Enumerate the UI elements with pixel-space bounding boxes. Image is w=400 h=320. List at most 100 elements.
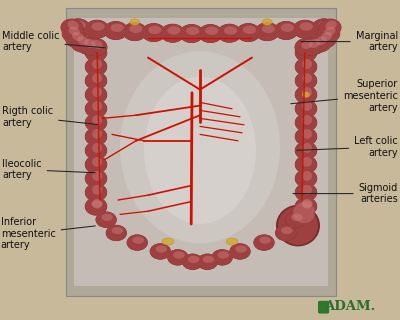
Ellipse shape	[92, 22, 105, 31]
Ellipse shape	[180, 24, 204, 43]
Ellipse shape	[314, 30, 337, 48]
Ellipse shape	[85, 85, 107, 104]
Ellipse shape	[295, 197, 317, 215]
Ellipse shape	[112, 227, 123, 234]
Ellipse shape	[295, 114, 317, 132]
Ellipse shape	[295, 197, 317, 216]
Ellipse shape	[85, 44, 107, 62]
Ellipse shape	[60, 19, 84, 37]
Ellipse shape	[295, 100, 317, 118]
Ellipse shape	[295, 198, 317, 214]
Ellipse shape	[92, 143, 102, 153]
Ellipse shape	[173, 251, 185, 259]
Ellipse shape	[302, 185, 312, 195]
Ellipse shape	[295, 169, 317, 188]
Ellipse shape	[84, 39, 95, 48]
Bar	[74, 18, 328, 286]
Ellipse shape	[295, 86, 317, 104]
Ellipse shape	[142, 23, 166, 42]
Ellipse shape	[92, 59, 102, 69]
Ellipse shape	[235, 245, 247, 253]
Ellipse shape	[286, 212, 306, 228]
Ellipse shape	[324, 27, 336, 36]
Ellipse shape	[295, 127, 317, 146]
Ellipse shape	[85, 72, 107, 90]
Ellipse shape	[127, 235, 148, 251]
Ellipse shape	[309, 34, 332, 52]
Ellipse shape	[162, 238, 174, 245]
Ellipse shape	[77, 37, 100, 55]
Ellipse shape	[217, 24, 242, 43]
Ellipse shape	[295, 44, 317, 62]
Text: Rigth colic
artery: Rigth colic artery	[2, 106, 97, 128]
Ellipse shape	[92, 171, 102, 181]
Ellipse shape	[295, 183, 317, 202]
Ellipse shape	[91, 200, 103, 208]
Text: Ileocolic
artery: Ileocolic artery	[2, 159, 95, 180]
Ellipse shape	[302, 129, 312, 139]
Ellipse shape	[72, 32, 83, 41]
Ellipse shape	[110, 24, 124, 32]
Ellipse shape	[104, 21, 128, 40]
Ellipse shape	[132, 236, 144, 244]
Ellipse shape	[65, 30, 88, 48]
Ellipse shape	[84, 38, 108, 56]
Ellipse shape	[85, 72, 107, 90]
Ellipse shape	[150, 244, 171, 260]
Bar	[66, 8, 336, 296]
Text: Marginal
artery: Marginal artery	[301, 31, 398, 52]
Ellipse shape	[198, 24, 222, 43]
FancyBboxPatch shape	[318, 301, 329, 314]
Ellipse shape	[274, 21, 298, 40]
Ellipse shape	[96, 212, 117, 228]
Ellipse shape	[102, 214, 113, 221]
Ellipse shape	[295, 170, 317, 188]
Ellipse shape	[302, 92, 310, 98]
Text: Superior
mesenteric
artery: Superior mesenteric artery	[291, 79, 398, 113]
Ellipse shape	[243, 26, 256, 34]
Ellipse shape	[295, 85, 317, 104]
Ellipse shape	[144, 77, 256, 224]
Ellipse shape	[236, 23, 260, 42]
Ellipse shape	[167, 249, 188, 266]
Ellipse shape	[61, 19, 83, 37]
Ellipse shape	[68, 21, 79, 30]
Ellipse shape	[182, 254, 203, 270]
Ellipse shape	[314, 30, 337, 48]
Ellipse shape	[198, 24, 223, 43]
Ellipse shape	[85, 38, 107, 56]
Ellipse shape	[150, 243, 171, 260]
Ellipse shape	[278, 206, 318, 245]
Ellipse shape	[224, 26, 237, 35]
Ellipse shape	[197, 254, 218, 270]
Ellipse shape	[309, 35, 331, 52]
Ellipse shape	[291, 214, 303, 221]
Ellipse shape	[295, 44, 317, 62]
Ellipse shape	[229, 243, 251, 260]
Ellipse shape	[296, 198, 316, 214]
Ellipse shape	[85, 141, 107, 159]
Text: ADAM.: ADAM.	[324, 300, 376, 313]
Ellipse shape	[302, 37, 325, 55]
Ellipse shape	[236, 23, 260, 42]
Ellipse shape	[302, 73, 312, 83]
Ellipse shape	[92, 73, 102, 83]
Ellipse shape	[226, 238, 238, 245]
Ellipse shape	[179, 24, 204, 43]
Ellipse shape	[262, 19, 272, 25]
Ellipse shape	[295, 141, 317, 159]
Ellipse shape	[197, 254, 218, 270]
Ellipse shape	[77, 37, 100, 55]
Ellipse shape	[85, 114, 107, 132]
Ellipse shape	[92, 185, 102, 195]
Ellipse shape	[318, 19, 342, 37]
Ellipse shape	[70, 34, 93, 52]
Ellipse shape	[186, 27, 199, 35]
Ellipse shape	[161, 24, 185, 43]
Ellipse shape	[285, 212, 306, 228]
Ellipse shape	[92, 45, 102, 55]
Ellipse shape	[129, 25, 142, 33]
Ellipse shape	[66, 19, 90, 37]
Ellipse shape	[295, 156, 317, 173]
Ellipse shape	[230, 244, 250, 260]
